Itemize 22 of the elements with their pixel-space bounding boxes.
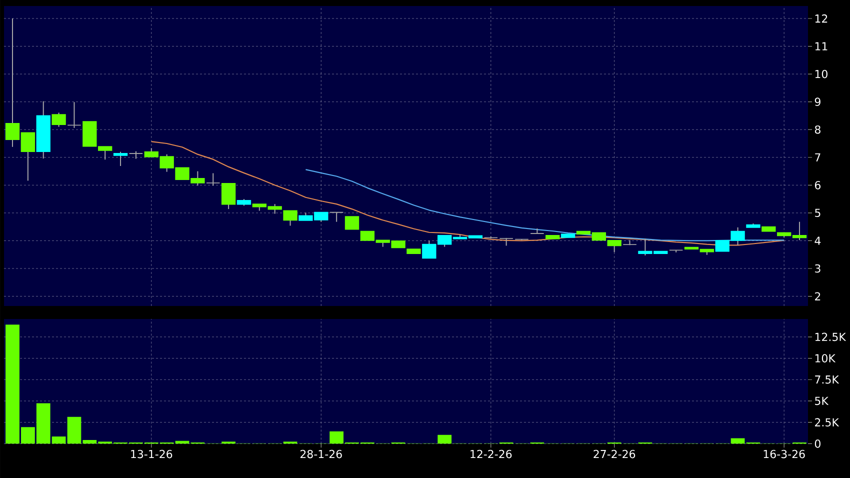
y-tick-label: 5: [815, 208, 820, 218]
y-tick-label: 8: [814, 125, 820, 134]
x-tick-label: 12-2-26: [470, 450, 512, 458]
y-tick-label: 7: [815, 153, 820, 162]
y-tick-label: 6: [814, 181, 821, 190]
y-tick-label: 4: [814, 236, 821, 245]
y-tick-label: 3: [815, 264, 820, 273]
y-tick-label: 12: [815, 14, 828, 23]
y-tick-label: 12.5K: [815, 332, 846, 342]
y-tick-label: 10: [815, 70, 828, 78]
y-tick-label: 2: [815, 292, 820, 300]
y-tick-label: 2.5K: [815, 418, 840, 426]
y-tick-label: 9: [814, 98, 820, 106]
x-tick-label: 13-1-26: [131, 450, 172, 458]
y-tick-label: 7.5K: [815, 376, 840, 384]
x-tick-label: 28-1-26: [300, 450, 342, 458]
x-tick-label: 16-3-26: [764, 450, 805, 458]
y-tick-label: 5K: [815, 396, 829, 406]
x-tick-label: 27-2-26: [594, 450, 636, 458]
y-tick-label: 11: [815, 42, 828, 50]
y-tick-label: 10K: [815, 354, 836, 362]
y-tick-label: 0: [814, 440, 820, 448]
